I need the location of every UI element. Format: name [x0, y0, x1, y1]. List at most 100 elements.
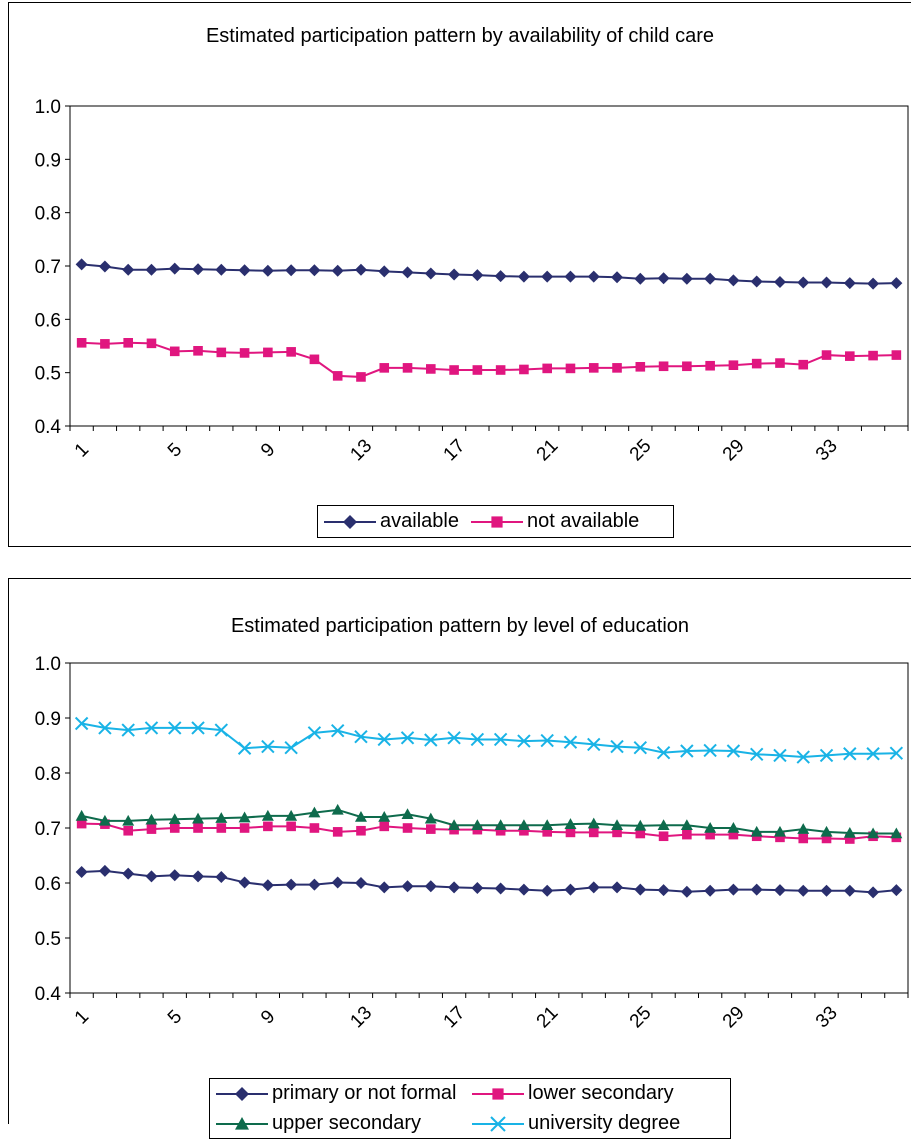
data-point — [261, 264, 274, 277]
data-point — [426, 364, 436, 374]
data-point — [519, 364, 529, 375]
legend-swatch — [324, 514, 376, 529]
data-point — [471, 269, 484, 282]
data-point — [680, 272, 693, 285]
data-point — [821, 350, 832, 360]
chart-plot-svg: 0.4 0.5 0.6 0.7 0.8 0.9 1.0 1 5 9 13 17 21 25 29 33 — [35, 97, 909, 465]
data-point — [889, 746, 904, 760]
data-point — [123, 825, 133, 836]
data-point — [867, 886, 880, 899]
data-point — [98, 864, 111, 877]
legend-swatch — [216, 1086, 268, 1101]
data-point — [751, 358, 762, 369]
data-point — [424, 812, 437, 824]
data-point — [866, 747, 880, 761]
data-point — [517, 734, 531, 748]
data-point — [540, 733, 554, 748]
x-tick-label: 9 — [257, 439, 279, 461]
data-point — [890, 277, 903, 290]
data-point — [680, 819, 693, 831]
data-point — [541, 819, 554, 831]
data-point — [517, 883, 530, 896]
data-point — [491, 515, 503, 528]
y-tick-label: 0.6 — [35, 310, 61, 331]
data-point — [517, 270, 530, 283]
data-point — [704, 884, 717, 897]
data-point — [75, 866, 88, 878]
data-point — [658, 361, 669, 372]
data-point — [169, 346, 180, 357]
data-point — [426, 824, 436, 834]
data-point — [796, 750, 810, 764]
data-point — [564, 883, 577, 896]
data-point — [308, 878, 321, 891]
legend-item: lower secondary — [466, 1079, 722, 1109]
data-point — [820, 884, 833, 897]
y-tick-label: 0.7 — [35, 257, 61, 278]
data-point — [144, 721, 159, 735]
data-point — [658, 831, 669, 842]
data-point — [634, 272, 647, 285]
data-point — [354, 263, 367, 276]
data-point — [261, 809, 274, 821]
y-tick-label: 0.9 — [35, 150, 61, 171]
data-point — [472, 365, 483, 375]
data-point — [634, 883, 647, 896]
y-tick-label: 1.0 — [35, 654, 61, 675]
data-point — [238, 264, 251, 277]
data-point — [728, 360, 739, 370]
data-point — [820, 276, 833, 289]
data-point — [424, 733, 438, 747]
y-tick-label: 0.8 — [35, 204, 61, 225]
data-point — [193, 346, 203, 356]
data-point — [377, 732, 391, 747]
data-point — [379, 363, 390, 373]
data-point — [471, 881, 484, 894]
data-point — [588, 827, 599, 838]
data-point — [447, 731, 461, 745]
data-point — [192, 870, 205, 883]
data-point — [587, 881, 600, 894]
chart-plot-svg: 0.4 0.5 0.6 0.7 0.8 0.9 1.0 1 5 9 13 17 21 25 29 33 — [35, 654, 909, 1032]
x-tick-label: 29 — [719, 1002, 749, 1032]
data-point — [146, 338, 157, 349]
data-point — [635, 362, 646, 372]
data-point — [378, 811, 391, 822]
data-point — [705, 829, 715, 840]
data-point — [775, 832, 785, 843]
data-point — [261, 739, 275, 754]
data-point — [492, 1087, 504, 1100]
chart-legend: available not available — [317, 505, 674, 538]
data-point — [168, 721, 182, 735]
data-point — [284, 740, 298, 755]
data-point — [750, 883, 763, 896]
data-point — [307, 726, 322, 740]
data-point — [354, 729, 368, 744]
data-point — [891, 350, 902, 360]
data-point — [519, 825, 529, 836]
legend-swatch — [472, 1087, 524, 1100]
data-point — [726, 744, 741, 758]
data-point — [285, 264, 298, 277]
data-point — [192, 812, 205, 824]
data-point — [238, 811, 251, 823]
y-tick-label: 0.8 — [35, 764, 61, 785]
data-point — [705, 360, 715, 371]
x-tick-label: 5 — [164, 439, 186, 461]
data-point — [168, 813, 181, 824]
data-point — [728, 829, 739, 840]
data-point — [749, 747, 764, 762]
data-point — [379, 821, 390, 832]
data-point — [611, 819, 624, 831]
x-tick-label: 13 — [346, 1002, 376, 1032]
data-point — [703, 743, 717, 758]
y-tick-label: 0.5 — [35, 929, 61, 950]
data-point — [356, 372, 366, 382]
data-point — [843, 884, 856, 897]
data-point — [75, 809, 88, 821]
data-point — [798, 359, 809, 370]
data-point — [449, 365, 459, 375]
data-point — [704, 822, 717, 833]
data-point — [542, 363, 552, 374]
data-point — [401, 880, 414, 893]
